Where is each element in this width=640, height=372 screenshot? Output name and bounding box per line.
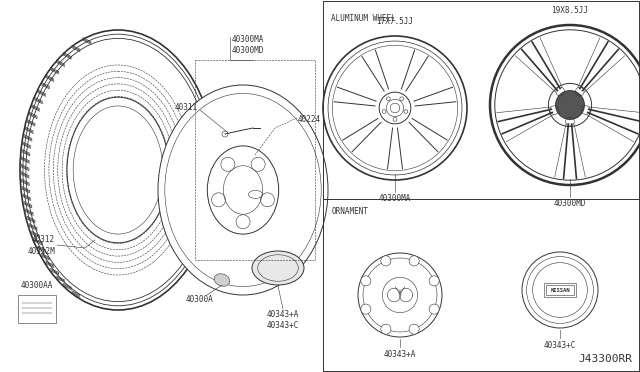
Circle shape bbox=[429, 304, 439, 314]
Circle shape bbox=[361, 276, 371, 286]
Text: ORNAMENT: ORNAMENT bbox=[332, 207, 368, 216]
Circle shape bbox=[361, 304, 371, 314]
Circle shape bbox=[409, 324, 419, 334]
Circle shape bbox=[429, 276, 439, 286]
Text: 40300MD: 40300MD bbox=[232, 46, 264, 55]
Text: 40300MA: 40300MA bbox=[232, 35, 264, 44]
Text: 40312: 40312 bbox=[32, 235, 55, 244]
Circle shape bbox=[381, 256, 391, 266]
Text: 40343+A: 40343+A bbox=[267, 310, 299, 319]
Circle shape bbox=[409, 256, 419, 266]
Ellipse shape bbox=[214, 274, 230, 286]
Text: 40312M: 40312M bbox=[28, 247, 55, 256]
Text: 40300MA: 40300MA bbox=[379, 194, 411, 203]
Ellipse shape bbox=[158, 85, 328, 295]
Text: 19X8.5JJ: 19X8.5JJ bbox=[552, 6, 589, 15]
Text: ALUMINUM WHEEL: ALUMINUM WHEEL bbox=[332, 14, 396, 23]
Text: 40343+C: 40343+C bbox=[544, 341, 576, 350]
Ellipse shape bbox=[67, 97, 169, 243]
Text: 17X7.5JJ: 17X7.5JJ bbox=[376, 17, 413, 26]
Text: 40300AA: 40300AA bbox=[21, 281, 53, 290]
Text: 40224: 40224 bbox=[298, 115, 321, 124]
Circle shape bbox=[381, 324, 391, 334]
Circle shape bbox=[556, 91, 584, 119]
Ellipse shape bbox=[252, 251, 304, 285]
Text: NISSAN: NISSAN bbox=[550, 288, 570, 292]
Text: 40343+C: 40343+C bbox=[267, 321, 299, 330]
Text: 40300A: 40300A bbox=[186, 295, 214, 304]
Text: 40343+A: 40343+A bbox=[384, 350, 416, 359]
Text: J43300RR: J43300RR bbox=[578, 354, 632, 364]
Text: 40300MD: 40300MD bbox=[554, 199, 586, 208]
Text: 40311: 40311 bbox=[175, 103, 198, 112]
